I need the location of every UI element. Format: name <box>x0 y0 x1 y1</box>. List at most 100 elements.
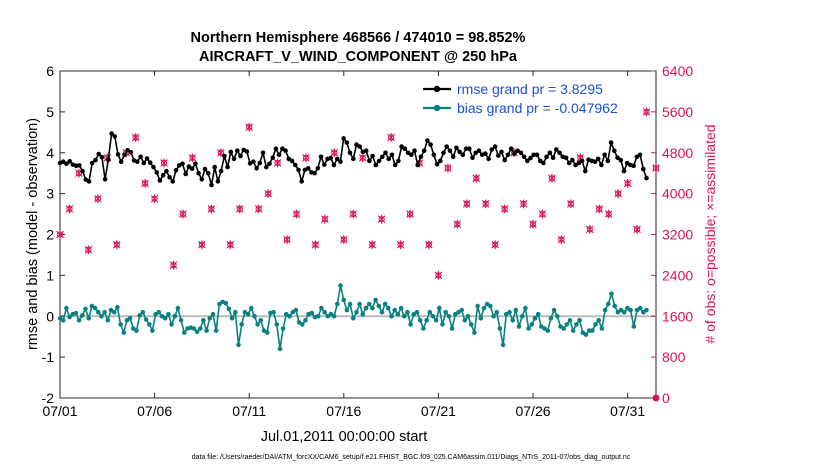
obs-assimilated-marker <box>377 214 386 224</box>
rmse-point <box>457 149 462 155</box>
y2-tick-label: 3200 <box>662 227 693 243</box>
rmse-point <box>573 162 578 168</box>
bias-point <box>105 318 111 323</box>
bias-point <box>593 322 598 327</box>
bias-point <box>357 301 362 307</box>
rmse-point <box>228 149 234 155</box>
y-tick-label: 4 <box>46 145 54 161</box>
obs-assimilated-marker <box>169 260 178 270</box>
bias-point <box>140 309 146 315</box>
bias-point <box>577 318 582 323</box>
bias-point <box>395 311 401 317</box>
rmse-point <box>334 156 340 162</box>
rmse-point <box>106 157 111 162</box>
obs-assimilated-marker <box>141 179 149 188</box>
y2-tick-label: 0 <box>662 390 670 406</box>
bias-point <box>488 303 493 309</box>
bias-point <box>519 314 525 319</box>
rmse-point <box>473 150 479 156</box>
rmse-point <box>392 162 398 168</box>
bias-point <box>64 305 69 311</box>
bias-point <box>449 326 455 331</box>
obs-assimilated-marker <box>538 209 547 219</box>
rmse-point <box>209 182 214 188</box>
rmse-point <box>389 152 395 158</box>
rmse-point <box>331 162 337 168</box>
rmse-point <box>225 164 230 170</box>
rmse-point <box>425 138 430 143</box>
y-tick-label: -2 <box>42 390 55 406</box>
obs-assimilated-marker <box>358 153 367 163</box>
rmse-point <box>183 171 188 177</box>
rmse-point <box>347 150 353 156</box>
rmse-point <box>447 148 453 153</box>
bias-point <box>239 322 244 327</box>
bias-point <box>513 307 519 313</box>
rmse-point <box>621 168 627 174</box>
bias-point <box>532 316 538 321</box>
y2-tick-label: 5600 <box>662 104 693 120</box>
bias-point <box>497 326 503 331</box>
rmse-point <box>193 161 198 167</box>
obs-assimilated-marker <box>406 209 414 219</box>
rmse-point <box>122 152 127 158</box>
bias-point <box>440 322 445 327</box>
obs-assimilated-marker <box>302 153 310 163</box>
bias-point <box>137 313 142 318</box>
bias-point <box>134 328 139 333</box>
bias-point <box>494 309 500 315</box>
bias-point <box>567 318 573 323</box>
obs-assimilated-marker <box>56 230 64 239</box>
rmse-point <box>421 148 427 153</box>
rmse-point <box>99 154 105 160</box>
rmse-point <box>251 159 256 164</box>
rmse-point <box>505 152 511 158</box>
obs-assimilated-marker <box>642 107 651 117</box>
bias-point <box>609 291 614 297</box>
bias-point <box>351 316 356 321</box>
x-axis-label: Jul.01,2011 00:00:00 start <box>261 429 428 445</box>
rmse-point <box>267 161 272 167</box>
rmse-point <box>315 166 321 171</box>
rmse-point <box>202 166 208 172</box>
bias-point <box>111 309 117 315</box>
rmse-point <box>102 177 108 182</box>
y2-tick-label: 4800 <box>662 145 693 161</box>
bias-point <box>481 305 487 311</box>
legend-rmse-label: rmse grand pr = 3.8295 <box>457 81 603 97</box>
bias-point <box>373 297 378 303</box>
bias-point <box>293 307 299 313</box>
rmse-point <box>486 156 491 162</box>
bias-point <box>83 306 88 312</box>
bias-point <box>392 307 398 313</box>
rmse-point <box>595 156 601 162</box>
rmse-point <box>276 152 282 158</box>
rmse-point <box>376 158 382 164</box>
legend-bias-marker <box>433 104 441 112</box>
rmse-point <box>164 168 169 174</box>
rmse-point <box>160 172 166 178</box>
bias-point <box>127 316 133 321</box>
obs-count-markers <box>56 107 660 402</box>
bias-point <box>389 314 394 319</box>
bias-point <box>315 314 321 319</box>
chart-title-line1: Northern Hemisphere 468566 / 474010 = 98… <box>191 30 526 46</box>
bias-point <box>255 322 260 327</box>
obs-assimilated-marker <box>94 194 102 204</box>
rmse-point <box>644 175 649 181</box>
bias-point <box>507 309 512 315</box>
rmse-point <box>592 159 598 164</box>
rmse-point <box>118 159 124 164</box>
rmse-point <box>383 150 388 156</box>
rmse-point <box>67 159 72 164</box>
bias-point <box>277 346 283 352</box>
rmse-point <box>554 147 559 152</box>
rmse-point <box>380 154 385 160</box>
rmse-point <box>338 159 343 164</box>
bias-point <box>446 314 452 319</box>
rmse-point <box>293 162 298 168</box>
obs-assimilated-marker <box>321 214 329 224</box>
x-tick-label: 07/06 <box>137 403 172 419</box>
rmse-point <box>402 146 408 151</box>
bias-point <box>194 329 200 335</box>
